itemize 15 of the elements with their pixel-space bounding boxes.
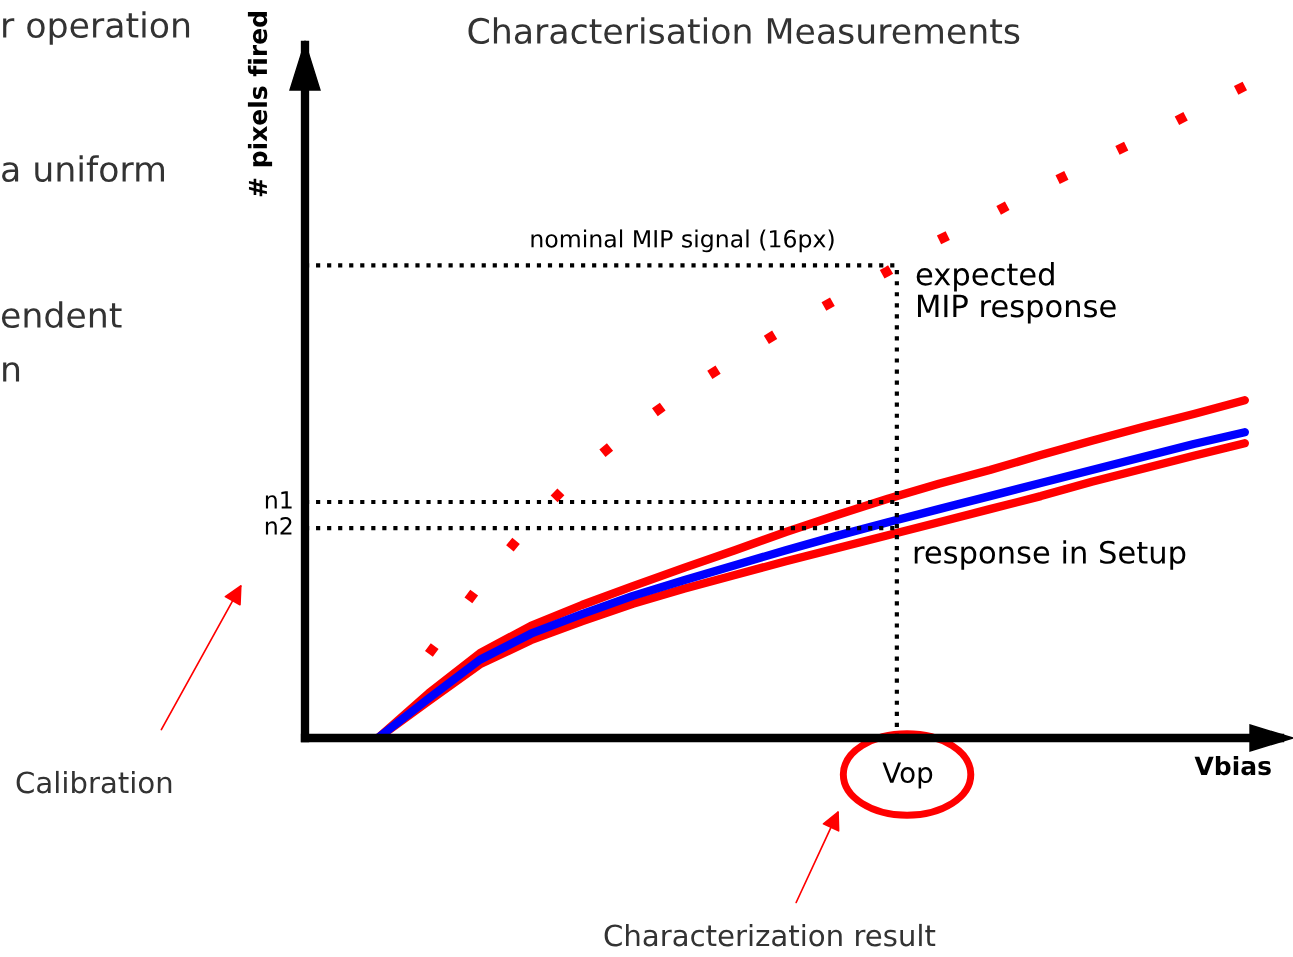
chart-title: Characterisation Measurements [468,17,1020,45]
text: Calibration [16,770,172,794]
ref-line-label: n2 [265,517,292,535]
ref-line-label: n1 [265,491,292,509]
text: Vop [882,762,933,789]
annotation: response in Setup [914,540,1186,570]
x-axis-title: Vbias [1194,755,1271,776]
annotation: expected MIP response [916,262,1116,324]
text: r operation [3,11,190,45]
text: a uniform [2,155,164,183]
text: endent [1,301,122,329]
ref-line-label: nominal MIP signal (16px) [531,229,834,253]
text: Characterization result [604,923,936,947]
y-axis-title: # pixels fired [247,12,273,197]
text: n [3,362,20,382]
